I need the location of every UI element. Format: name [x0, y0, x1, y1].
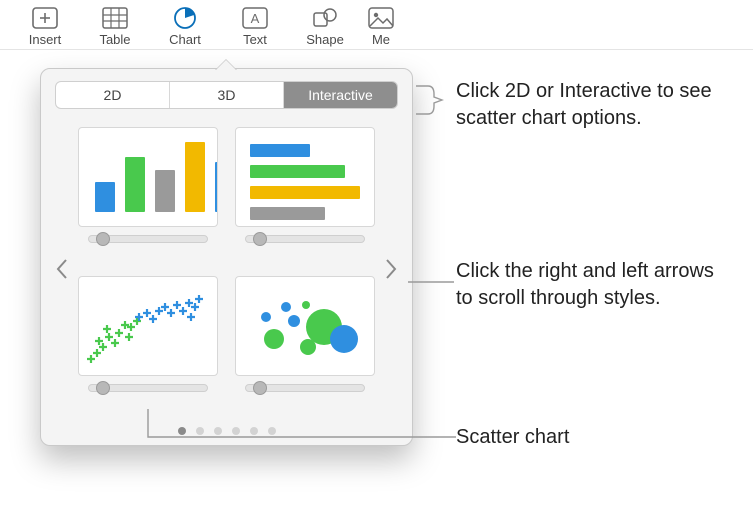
tool-label: Insert [29, 32, 62, 47]
shape-tool[interactable]: Shape [290, 6, 360, 47]
vbar-thumb [78, 127, 218, 227]
style-vbar[interactable] [77, 127, 219, 262]
chart-tool[interactable]: Chart [150, 6, 220, 47]
chart-popover: 2D 3D Interactive [40, 68, 413, 446]
style-slider[interactable] [245, 235, 365, 243]
chevron-right-icon [384, 257, 398, 281]
style-slider[interactable] [88, 384, 208, 392]
text-icon: A [241, 6, 269, 30]
seg-3d-button[interactable]: 3D [170, 82, 284, 108]
tool-label: Text [243, 32, 267, 47]
tool-label: Me [372, 32, 390, 47]
slider-knob-icon [96, 381, 110, 395]
svg-text:A: A [251, 11, 260, 26]
slider-knob-icon [253, 232, 267, 246]
tool-label: Shape [306, 32, 344, 47]
image-icon [367, 6, 395, 30]
callout-scatter: Scatter chart [456, 424, 569, 451]
chart-type-segmented: 2D 3D Interactive [55, 81, 398, 109]
style-hbar[interactable] [235, 127, 377, 262]
chevron-left-icon [55, 257, 69, 281]
table-icon [101, 6, 129, 30]
seg-interactive-button[interactable]: Interactive [284, 82, 397, 108]
styles-carousel [55, 127, 398, 411]
seg-2d-button[interactable]: 2D [56, 82, 170, 108]
callout-seg: Click 2D or Interactive to see scatter c… [456, 78, 746, 132]
bracket-icon [416, 80, 450, 120]
style-slider[interactable] [88, 235, 208, 243]
leader-line-icon [408, 272, 454, 292]
slider-knob-icon [253, 381, 267, 395]
media-tool[interactable]: Me [360, 6, 402, 47]
hbar-thumb [235, 127, 375, 227]
styles-grid [55, 127, 398, 411]
text-tool[interactable]: A Text [220, 6, 290, 47]
scatter-thumb [78, 276, 218, 376]
table-tool[interactable]: Table [80, 6, 150, 47]
leader-line-icon [146, 409, 456, 459]
pie-icon [171, 6, 199, 30]
style-slider[interactable] [245, 384, 365, 392]
prev-style-button[interactable] [51, 249, 73, 289]
shape-icon [311, 6, 339, 30]
plus-square-icon [31, 6, 59, 30]
callout-arrows: Click the right and left arrows to scrol… [456, 258, 736, 312]
style-bubble[interactable] [235, 276, 377, 411]
insert-tool[interactable]: Insert [10, 6, 80, 47]
tool-label: Table [99, 32, 130, 47]
tool-label: Chart [169, 32, 201, 47]
style-scatter[interactable] [77, 276, 219, 411]
toolbar: Insert Table Chart A Text Shape Me [0, 0, 753, 50]
bubble-thumb [235, 276, 375, 376]
slider-knob-icon [96, 232, 110, 246]
next-style-button[interactable] [380, 249, 402, 289]
